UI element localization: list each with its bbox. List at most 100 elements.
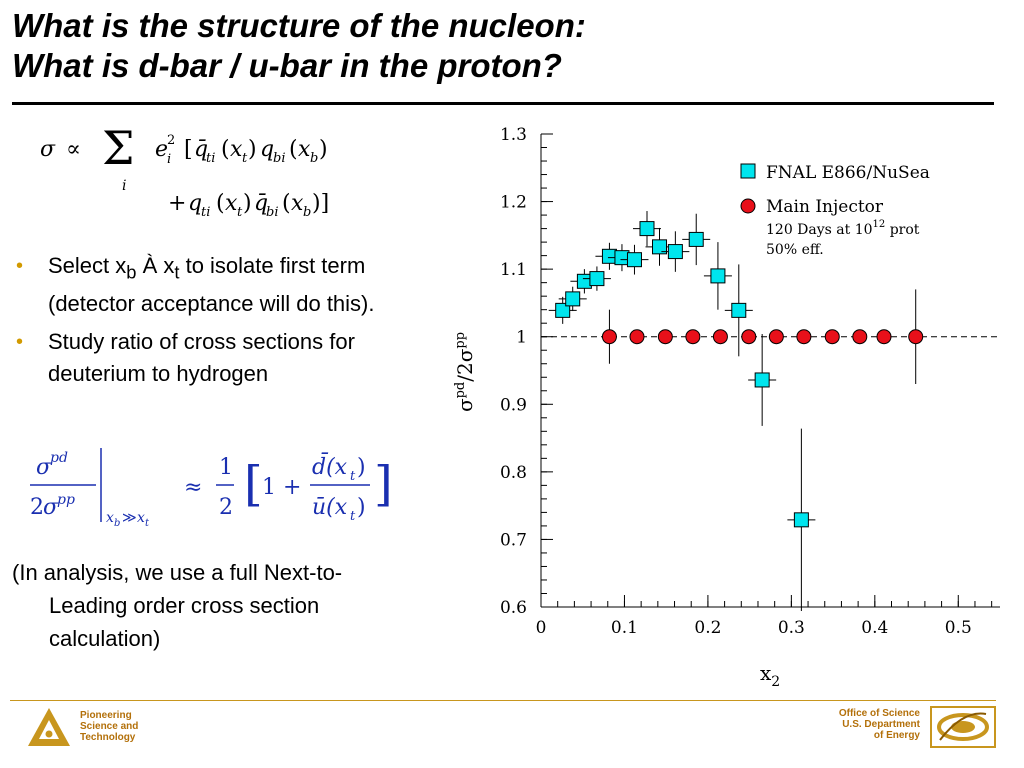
bullet-item-select: • Select xb À xt to isolate first term (… — [10, 250, 435, 320]
svg-text:): ) — [319, 137, 328, 162]
footer-rule — [10, 700, 996, 701]
lab-tagline: Pioneering Science and Technology — [80, 710, 139, 743]
y-tick-label: 0.7 — [500, 530, 527, 550]
fnal-data-point — [652, 239, 668, 255]
svg-text:x: x — [291, 191, 304, 216]
svg-text:pp: pp — [57, 492, 75, 508]
x-tick-label: 0.3 — [778, 618, 805, 638]
svg-text:x: x — [106, 510, 114, 526]
svg-text:t: t — [237, 205, 243, 220]
x-tick-label: 0.1 — [611, 618, 638, 638]
note-line-3: calculation) — [49, 626, 161, 651]
ratio-plot: 0.6 0.7 0.8 0.9 1 1.1 1.2 1.3 0 0.1 0.2 0.3 0.4 0.5 σ… — [453, 125, 1000, 690]
svg-text:b: b — [310, 151, 318, 166]
injector-data-point — [824, 329, 840, 345]
svg-text:): ) — [243, 191, 252, 216]
svg-text:]: ] — [374, 456, 393, 512]
injector-data-point — [741, 329, 757, 345]
svg-text:q̄: q̄ — [254, 191, 268, 216]
argonne-logo-icon — [28, 708, 70, 746]
svg-text:bi: bi — [273, 151, 285, 166]
svg-text:+: + — [168, 191, 186, 216]
y-tick-label: 1.3 — [500, 125, 527, 145]
injector-data-point — [712, 329, 728, 345]
y-tick-label: 0.8 — [500, 463, 527, 483]
svg-text:ū(x: ū(x — [312, 495, 348, 520]
legend-fnal-marker — [740, 163, 756, 179]
y-axis-label: σpd/2σpp — [453, 332, 477, 412]
bullet-list: • Select xb À xt to isolate first term (… — [10, 250, 435, 396]
svg-text:2: 2 — [30, 495, 44, 520]
injector-data-point — [629, 329, 645, 345]
svg-text:x: x — [230, 137, 243, 162]
svg-text:(: ( — [221, 137, 230, 162]
analysis-note: (In analysis, we use a full Next-to- Lea… — [12, 556, 442, 655]
svg-text:2: 2 — [167, 133, 175, 148]
svg-text:e: e — [155, 137, 168, 162]
svg-text:∝: ∝ — [66, 137, 81, 162]
note-line-1: (In analysis, we use a full Next-to- — [12, 560, 343, 585]
svg-text:t: t — [350, 469, 356, 484]
svg-text:Σ: Σ — [102, 121, 135, 175]
y-tick-label: 1 — [516, 328, 527, 348]
bullet-marker: • — [16, 331, 24, 354]
svg-text:): ) — [248, 137, 257, 162]
svg-text:(: ( — [216, 191, 225, 216]
svg-text:d̄(x: d̄(x — [312, 452, 348, 480]
svg-text:≈: ≈ — [184, 475, 202, 500]
fnal-data-point — [565, 291, 581, 307]
title-line-1: What is the structure of the nucleon: — [12, 7, 586, 44]
fnal-data-point — [731, 302, 747, 318]
svg-text:): ) — [357, 455, 366, 480]
injector-data-point — [852, 329, 868, 345]
fnal-data-point — [589, 271, 605, 287]
svg-text:1 +: 1 + — [262, 475, 301, 500]
doe-office-text: Office of Science U.S. Department of Ene… — [838, 708, 920, 741]
fnal-data-point — [626, 252, 642, 268]
svg-text:i: i — [122, 178, 126, 194]
svg-text:≫: ≫ — [122, 510, 137, 526]
note-line-2: Leading order cross section — [49, 593, 320, 618]
svg-text:x: x — [225, 191, 238, 216]
fnal-data-point — [793, 512, 809, 528]
fnal-data-point — [614, 250, 630, 266]
svg-text:): ) — [357, 495, 366, 520]
injector-data-point — [601, 329, 617, 345]
svg-text:[: [ — [244, 456, 263, 512]
fnal-data-point — [688, 231, 704, 247]
cross-section-formula: σ ∝ Σ i e 2 i [ q̄ ti ( x t ) q bi ( x b… — [40, 121, 329, 220]
svg-text:)]: )] — [312, 191, 329, 216]
fnal-data-point — [601, 248, 617, 264]
svg-text:pd: pd — [50, 450, 68, 466]
legend-injector-note-2: 50% eff. — [766, 242, 824, 258]
legend-injector-note-1: 120 Days at 1012 prot — [766, 219, 920, 238]
svg-text:(: ( — [289, 137, 298, 162]
plot-legend: FNAL E866/NuSea Main Injector 120 Days a… — [740, 163, 930, 258]
svg-text:b: b — [114, 518, 120, 529]
svg-text:σ: σ — [36, 455, 52, 480]
y-tick-label: 0.6 — [500, 598, 527, 618]
y-tick-label: 1.1 — [500, 260, 527, 280]
svg-text:ti: ti — [206, 151, 215, 166]
ratio-formula: σ pd 2 σ pp x b ≫ x t ≈ 1 2 [ 1 + d̄(x t… — [30, 448, 393, 529]
fnal-data-point — [555, 302, 571, 318]
svg-text:b: b — [303, 205, 311, 220]
svg-text:q: q — [260, 137, 274, 162]
fnal-data-point — [710, 268, 726, 284]
svg-text:2: 2 — [219, 495, 233, 520]
svg-text:1: 1 — [219, 455, 233, 480]
doe-logo-icon — [930, 706, 996, 748]
bullet-item-ratio: • Study ratio of cross sections for deut… — [10, 326, 435, 390]
svg-text:x: x — [298, 137, 311, 162]
x-tick-label: 0.2 — [694, 618, 721, 638]
x-axis-label: x2 — [760, 661, 780, 690]
svg-text:bi: bi — [266, 205, 278, 220]
fnal-data-point — [754, 372, 770, 388]
y-tick-label: 0.9 — [500, 395, 527, 415]
injector-data-point — [657, 329, 673, 345]
svg-text:i: i — [167, 152, 171, 167]
slide-title: What is the structure of the nucleon: Wh… — [12, 6, 1012, 86]
title-line-2: What is d-bar / u-bar in the proton? — [12, 47, 562, 84]
x-tick-label: 0 — [536, 618, 547, 638]
injector-data-point — [908, 329, 924, 345]
